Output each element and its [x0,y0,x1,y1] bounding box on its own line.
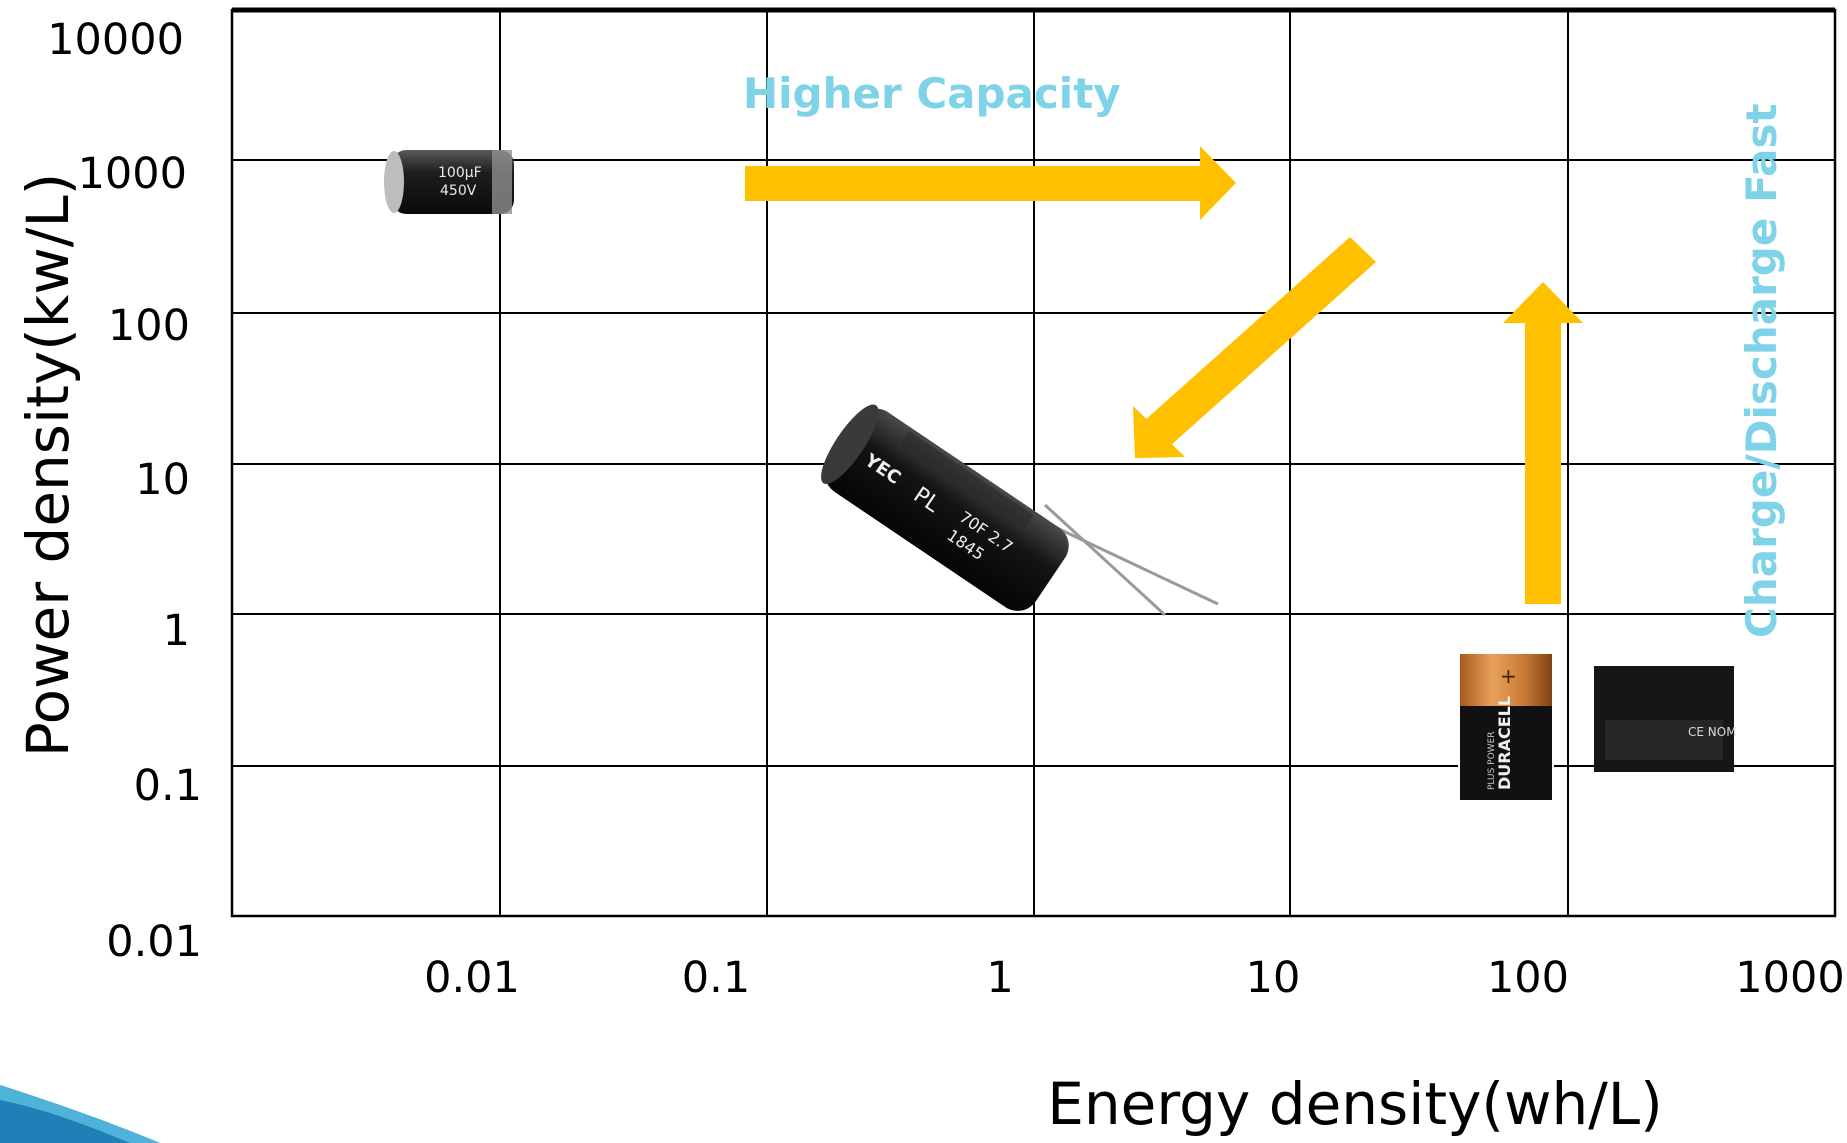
x-tick-labels: 0.01 0.1 1 10 100 1000 [424,953,1845,1003]
x-tick-label: 10 [1246,953,1301,1003]
y-axis-title: Power density(kw/L) [14,173,82,758]
x-axis-title: Energy density(wh/L) [1047,1070,1662,1138]
y-tick-label: 1000 [78,149,187,199]
grid-lines [232,10,1835,916]
y-tick-label: 10000 [47,15,184,65]
liion-battery-pack-image: CE NOM [1594,666,1737,772]
y-tick-label: 1 [163,606,190,656]
x-tick-label: 1000 [1735,953,1844,1003]
corner-swoosh-highlight [0,1085,160,1143]
arrow-diagonal [1133,237,1376,458]
electrolytic-capacitor-image: 100μF 450V [384,150,514,214]
capacitor-print-b: 450V [440,183,477,199]
y-tick-label: 0.01 [106,917,202,967]
battery-plus-sign: + [1500,664,1517,688]
y-tick-label: 0.1 [134,761,202,811]
x-tick-label: 0.01 [424,953,520,1003]
y-tick-label: 100 [108,301,190,351]
supercapacitor-image: PL 70F 2.7 1845 YEC [821,404,1219,617]
y-tick-labels: 10000 1000 100 10 1 0.1 0.01 [47,15,202,967]
battery-brand: DURACELL [1495,696,1514,790]
capacitor-print-a: 100μF [438,165,482,181]
annotation-charge-discharge: Charge/Discharge Fast [1737,103,1786,638]
y-tick-label: 10 [135,455,190,505]
arrow-charge-discharge [1503,282,1583,604]
arrow-higher-capacity [745,146,1236,220]
x-tick-label: 1 [986,953,1013,1003]
annotation-higher-capacity: Higher Capacity [743,69,1121,118]
x-tick-label: 100 [1487,953,1569,1003]
alkaline-battery-image: + DURACELL PLUS POWER [1458,651,1554,800]
pack-marks: CE NOM [1688,725,1737,739]
x-tick-label: 0.1 [682,953,750,1003]
battery-brand-sub: PLUS POWER [1487,731,1497,790]
